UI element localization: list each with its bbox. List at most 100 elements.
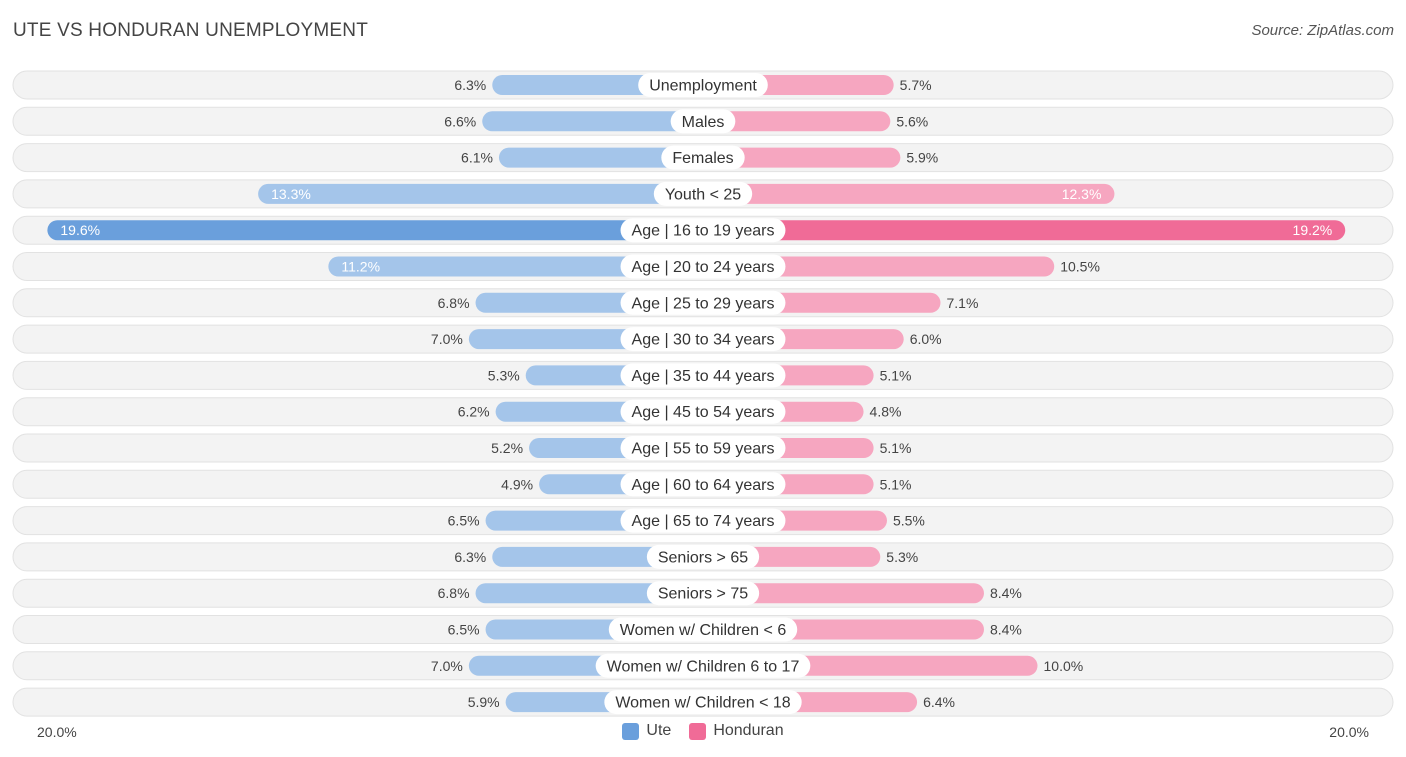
legend-label-honduran: Honduran (713, 722, 784, 739)
category-label: Age | 45 to 54 years (632, 404, 775, 421)
category-pill (620, 508, 786, 533)
category-pill (620, 254, 786, 279)
value-label-honduran: 10.0% (1044, 658, 1084, 674)
value-label-honduran: 5.1% (880, 476, 912, 492)
value-label-ute: 6.5% (448, 513, 480, 529)
category-pill (620, 399, 786, 424)
value-label-honduran: 6.4% (923, 694, 955, 710)
legend-swatch-ute (622, 722, 640, 740)
category-pill (620, 290, 786, 315)
value-label-honduran: 5.1% (880, 367, 912, 383)
bar-ute[interactable] (498, 147, 703, 168)
value-label-ute: 6.8% (438, 295, 470, 311)
bar-ute[interactable] (47, 220, 703, 241)
chart-row: 6.6% 5.6% Males (12, 106, 1394, 136)
value-label-ute: 13.3% (271, 186, 311, 202)
category-label: Unemployment (649, 78, 757, 95)
bar-honduran[interactable] (703, 111, 891, 132)
category-pill (646, 544, 760, 569)
chart-row: 6.3% 5.3% Seniors > 65 (12, 542, 1394, 572)
category-label: Women w/ Children < 6 (620, 622, 787, 639)
category-pill (670, 109, 736, 134)
category-label: Age | 16 to 19 years (632, 223, 775, 240)
chart-row: 5.2% 5.1% Age | 55 to 59 years (12, 433, 1394, 463)
value-label-honduran: 8.4% (990, 585, 1022, 601)
category-label: Age | 20 to 24 years (632, 259, 775, 276)
legend: Ute Honduran (0, 722, 1406, 740)
chart-row: 13.3% 12.3% Youth < 25 (12, 179, 1394, 209)
category-pill (620, 472, 786, 497)
value-label-honduran: 10.5% (1060, 259, 1100, 275)
legend-swatch-honduran (689, 722, 707, 740)
legend-item-ute[interactable]: Ute (622, 722, 671, 740)
value-label-ute: 19.6% (60, 222, 100, 238)
value-label-ute: 5.9% (468, 694, 500, 710)
bar-ute[interactable] (475, 583, 703, 604)
axis-right-label: 20.0% (1329, 724, 1369, 740)
category-label: Age | 55 to 59 years (632, 441, 775, 458)
value-label-ute: 6.3% (454, 549, 486, 565)
value-label-honduran: 7.1% (946, 295, 978, 311)
category-label: Age | 35 to 44 years (632, 368, 775, 385)
value-label-ute: 6.6% (444, 113, 476, 129)
chart-row: 6.3% 5.7% Unemployment (12, 70, 1394, 100)
chart-row: 6.2% 4.8% Age | 45 to 54 years (12, 397, 1394, 427)
legend-item-honduran[interactable]: Honduran (689, 722, 784, 740)
category-label: Females (672, 150, 733, 167)
category-label: Age | 60 to 64 years (632, 477, 775, 494)
category-label: Age | 65 to 74 years (632, 513, 775, 530)
value-label-ute: 6.2% (458, 404, 490, 420)
axis-left-label: 20.0% (37, 724, 77, 740)
chart-row: 7.0% 6.0% Age | 30 to 34 years (12, 324, 1394, 354)
chart-row: 11.2% 10.5% Age | 20 to 24 years (12, 252, 1394, 281)
value-label-honduran: 5.5% (893, 513, 925, 529)
value-label-ute: 4.9% (501, 476, 533, 492)
chart-row: 5.3% 5.1% Age | 35 to 44 years (12, 360, 1394, 390)
category-pill (620, 363, 786, 388)
value-label-honduran: 5.7% (900, 77, 932, 93)
category-label: Age | 25 to 29 years (632, 295, 775, 312)
bar-ute[interactable] (482, 111, 703, 132)
category-pill (595, 653, 811, 678)
category-pill (661, 145, 745, 170)
bar-honduran[interactable] (703, 183, 1115, 204)
chart-row: 4.9% 5.1% Age | 60 to 64 years (12, 469, 1394, 499)
legend-label-ute: Ute (646, 722, 672, 739)
value-label-ute: 6.3% (454, 77, 486, 93)
value-label-honduran: 8.4% (990, 622, 1022, 638)
value-label-ute: 7.0% (431, 331, 463, 347)
category-label: Youth < 25 (665, 186, 741, 203)
value-label-ute: 5.2% (491, 440, 523, 456)
category-label: Age | 30 to 34 years (632, 332, 775, 349)
bar-ute[interactable] (328, 256, 703, 277)
value-label-honduran: 5.3% (886, 549, 918, 565)
bar-honduran[interactable] (703, 583, 984, 604)
bar-ute[interactable] (258, 183, 703, 204)
value-label-honduran: 5.9% (906, 150, 938, 166)
value-label-honduran: 12.3% (1062, 186, 1102, 202)
category-pill (620, 327, 786, 352)
value-label-honduran: 5.1% (880, 440, 912, 456)
category-pill (638, 73, 768, 97)
value-label-honduran: 5.6% (896, 113, 928, 129)
category-label: Women w/ Children 6 to 17 (607, 658, 800, 675)
chart-row: 6.8% 8.4% Seniors > 75 (12, 578, 1394, 608)
chart-row: 19.6% 19.2% Age | 16 to 19 years (12, 215, 1394, 245)
value-label-ute: 11.2% (341, 259, 380, 275)
bar-honduran[interactable] (703, 256, 1055, 277)
value-label-ute: 6.8% (438, 585, 470, 601)
value-label-ute: 6.5% (448, 622, 480, 638)
category-pill (608, 617, 798, 642)
category-label: Seniors > 75 (658, 586, 748, 603)
value-label-ute: 7.0% (431, 658, 463, 674)
value-label-ute: 5.3% (488, 367, 520, 383)
chart-row: 6.1% 5.9% Females (12, 143, 1394, 173)
chart-row: 5.9% 6.4% Women w/ Children < 18 (12, 687, 1394, 717)
category-pill (604, 690, 802, 715)
chart-title: UTE VS HONDURAN UNEMPLOYMENT (13, 20, 369, 41)
category-label: Males (682, 114, 725, 131)
bar-honduran[interactable] (703, 220, 1346, 241)
value-label-honduran: 4.8% (870, 404, 902, 420)
bar-honduran[interactable] (703, 147, 901, 168)
